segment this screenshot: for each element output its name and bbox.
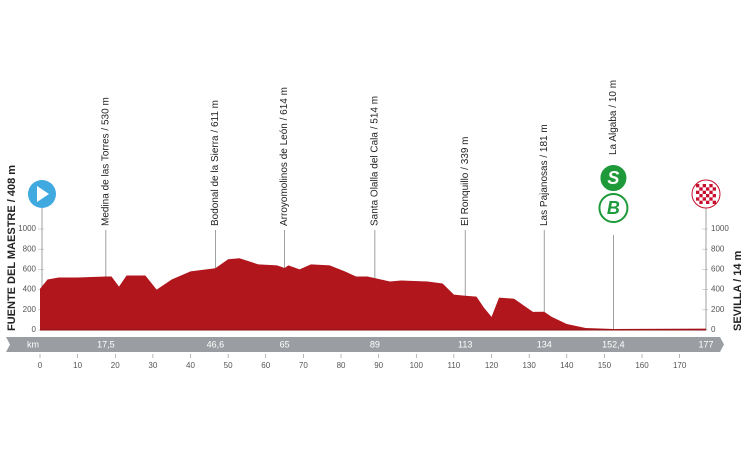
x-tick-label: 0 xyxy=(38,361,43,370)
bonus-icon xyxy=(598,193,629,223)
y-tick-label: 800 xyxy=(23,244,37,253)
finish-check xyxy=(706,187,710,191)
finish-check xyxy=(709,190,713,194)
y-tick-label: 800 xyxy=(711,244,725,253)
y-tick-label: 200 xyxy=(711,305,725,314)
finish-check xyxy=(699,200,703,204)
finish-check xyxy=(706,200,710,204)
y-tick-label: 600 xyxy=(711,265,725,274)
x-tick-label: 170 xyxy=(673,361,687,370)
elevation-area xyxy=(40,258,706,330)
waypoint-label: Las Pajanosas / 181 m xyxy=(539,124,550,226)
finish-check xyxy=(696,197,700,201)
x-tick-label: 90 xyxy=(374,361,383,370)
waypoint-label: La Algaba / 10 m xyxy=(608,80,619,155)
x-tick-label: 20 xyxy=(111,361,120,370)
y-tick-label: 400 xyxy=(23,285,37,294)
finish-check xyxy=(712,187,716,191)
y-tick-label: 0 xyxy=(32,325,37,334)
waypoint-km: 134 xyxy=(537,339,552,349)
y-tick-label: 600 xyxy=(23,265,37,274)
finish-icon xyxy=(691,179,721,209)
x-tick-label: 80 xyxy=(337,361,346,370)
waypoint-label: El Ronquillo / 339 m xyxy=(460,137,471,227)
x-tick-label: 110 xyxy=(448,361,461,370)
finish-check xyxy=(702,184,706,188)
y-tick-label: 0 xyxy=(711,325,716,334)
finish-check xyxy=(712,200,716,204)
waypoint-km: 113 xyxy=(458,339,472,349)
finish-check xyxy=(709,184,713,188)
waypoint-label: Medina de las Torres / 530 m xyxy=(100,97,111,226)
finish-check xyxy=(696,190,700,194)
finish-check xyxy=(699,187,703,191)
km-unit: km xyxy=(27,339,39,349)
km-band xyxy=(6,337,724,352)
icon-letter: S xyxy=(607,168,619,188)
waypoint-km: 65 xyxy=(280,339,290,349)
y-tick-label: 200 xyxy=(23,305,37,314)
finish-check xyxy=(702,197,706,201)
x-tick-label: 70 xyxy=(299,361,308,370)
x-tick-label: 150 xyxy=(598,361,612,370)
x-tick-label: 40 xyxy=(186,361,195,370)
x-tick-label: 10 xyxy=(73,361,82,370)
y-tick-label: 1000 xyxy=(711,224,729,233)
finish-check xyxy=(696,184,700,188)
finish-check xyxy=(706,194,710,198)
waypoint-label: Arroyomolinos de León / 614 m xyxy=(279,87,290,226)
start-label: FUENTE DEL MAESTRE / 408 m xyxy=(6,165,18,331)
finish-label: SEVILLA / 14 m xyxy=(732,250,744,331)
waypoint-km: 46,6 xyxy=(207,339,225,349)
finish-check xyxy=(702,190,706,194)
x-tick-label: 140 xyxy=(560,361,574,370)
finish-check xyxy=(712,194,716,198)
waypoint-km: 89 xyxy=(370,339,380,349)
waypoint-km: 17,5 xyxy=(97,339,115,349)
finish-check xyxy=(699,194,703,198)
x-tick-label: 60 xyxy=(261,361,270,370)
x-tick-label: 120 xyxy=(485,361,499,370)
x-tick-label: 160 xyxy=(635,361,649,370)
x-tick-label: 100 xyxy=(410,361,424,370)
waypoint-km: 152,4 xyxy=(602,339,625,349)
x-tick-label: 30 xyxy=(148,361,157,370)
finish-check xyxy=(709,197,713,201)
icon-letter: B xyxy=(607,198,620,218)
waypoint-label: Bodonal de la Sierra / 611 m xyxy=(210,100,221,226)
x-tick-label: 130 xyxy=(522,361,536,370)
start-arrow xyxy=(37,186,49,202)
y-tick-label: 1000 xyxy=(18,224,36,233)
sprint-icon xyxy=(598,163,629,193)
x-tick-label: 50 xyxy=(224,361,233,370)
y-tick-label: 400 xyxy=(711,285,725,294)
finish-km: 177 xyxy=(698,339,713,349)
waypoint-label: Santa Olalla del Cala / 514 m xyxy=(370,96,381,226)
